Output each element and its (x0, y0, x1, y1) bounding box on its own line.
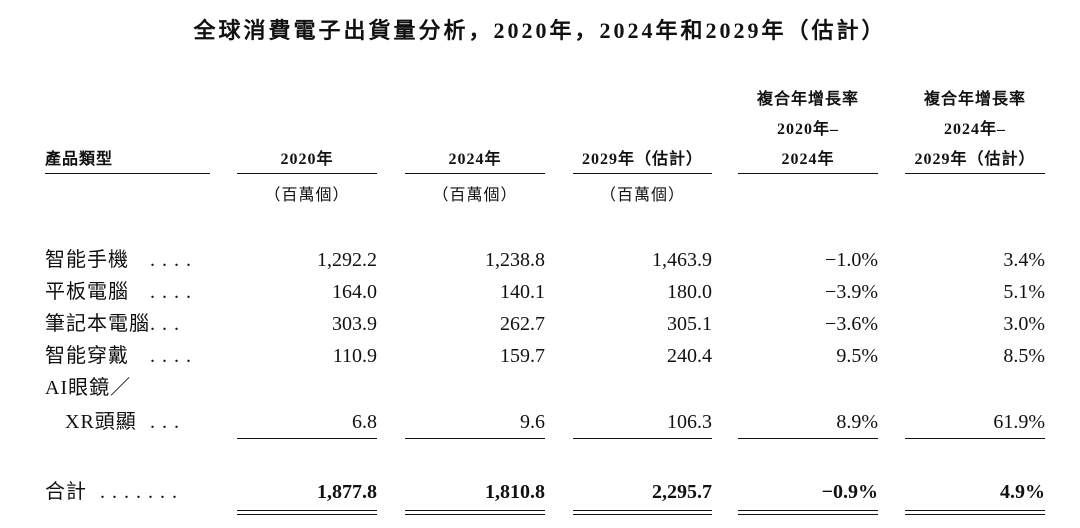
cell-value: 240.4 (667, 345, 712, 367)
cell-value: 180.0 (667, 281, 712, 303)
double-underline (573, 514, 712, 515)
cell-value: 110.9 (332, 345, 377, 367)
cell-value: 1,292.2 (317, 249, 377, 271)
dot-leader: .... (150, 281, 198, 303)
dot-leader: ....... (100, 481, 184, 503)
column-header: 2024年 (448, 151, 502, 168)
column-header: 複合年增長率 (756, 91, 859, 108)
subtotal-underline (573, 438, 712, 439)
double-underline (573, 510, 712, 511)
total-value: 2,295.7 (652, 481, 712, 503)
cell-value: 8.9% (836, 411, 878, 433)
cell-value: 1,238.8 (485, 249, 545, 271)
column-header: 2029年（估計） (914, 151, 1036, 168)
cell-value: 3.0% (1003, 313, 1045, 335)
cell-value: 9.5% (836, 345, 878, 367)
unit-label: （百萬個） (264, 187, 350, 204)
unit-label: （百萬個） (599, 187, 685, 204)
cell-value: 8.5% (1003, 345, 1045, 367)
dot-leader: ... (150, 411, 186, 433)
column-header: 2024年– (943, 121, 1006, 138)
cell-value: −3.9% (825, 281, 878, 303)
title: 全球消費電子出貨量分析，2020年，2024年和2029年（估計） (193, 18, 887, 43)
cell-value: 1,463.9 (652, 249, 712, 271)
column-header: 產品類型 (45, 151, 114, 168)
header-underline (905, 173, 1045, 174)
cell-value: 6.8 (352, 411, 377, 433)
cell-value: −3.6% (825, 313, 878, 335)
header-underline (405, 173, 545, 174)
row-label: 智能手機 (45, 249, 129, 271)
subtotal-underline (237, 438, 377, 439)
column-header: 2024年 (781, 151, 835, 168)
header-underline (573, 173, 712, 174)
cell-value: 61.9% (993, 411, 1045, 433)
column-header: 2029年（估計） (581, 151, 703, 168)
cell-value: 164.0 (332, 281, 377, 303)
double-underline (237, 510, 377, 511)
unit-label: （百萬個） (432, 187, 518, 204)
cell-value: 9.6 (520, 411, 545, 433)
row-label: 智能穿戴 (45, 345, 129, 367)
cell-value: 305.1 (667, 313, 712, 335)
double-underline (738, 510, 878, 511)
row-label: AI眼鏡／ (45, 377, 132, 399)
column-header: 2020年 (280, 151, 334, 168)
cell-value: 106.3 (667, 411, 712, 433)
cell-value: −1.0% (825, 249, 878, 271)
double-underline (905, 514, 1045, 515)
cell-value: 5.1% (1003, 281, 1045, 303)
total-value: −0.9% (821, 481, 878, 503)
cell-value: 262.7 (500, 313, 545, 335)
double-underline (405, 514, 545, 515)
total-label: 合計 (45, 481, 87, 503)
row-label: XR頭顯 (65, 411, 137, 433)
double-underline (237, 514, 377, 515)
double-underline (905, 510, 1045, 511)
subtotal-underline (738, 438, 878, 439)
dot-leader: ... (150, 313, 186, 335)
dot-leader: .... (150, 345, 198, 367)
cell-value: 303.9 (332, 313, 377, 335)
column-header: 複合年增長率 (923, 91, 1026, 108)
cell-value: 3.4% (1003, 249, 1045, 271)
header-underline (738, 173, 878, 174)
header-underline (45, 173, 210, 174)
total-value: 4.9% (1000, 481, 1045, 503)
total-value: 1,877.8 (317, 481, 377, 503)
double-underline (738, 514, 878, 515)
column-header: 2020年– (776, 121, 839, 138)
double-underline (405, 510, 545, 511)
row-label: 筆記本電腦 (45, 313, 150, 335)
subtotal-underline (905, 438, 1045, 439)
subtotal-underline (405, 438, 545, 439)
cell-value: 140.1 (500, 281, 545, 303)
row-label: 平板電腦 (45, 281, 129, 303)
cell-value: 159.7 (500, 345, 545, 367)
header-underline (237, 173, 377, 174)
dot-leader: .... (150, 249, 198, 271)
total-value: 1,810.8 (485, 481, 545, 503)
